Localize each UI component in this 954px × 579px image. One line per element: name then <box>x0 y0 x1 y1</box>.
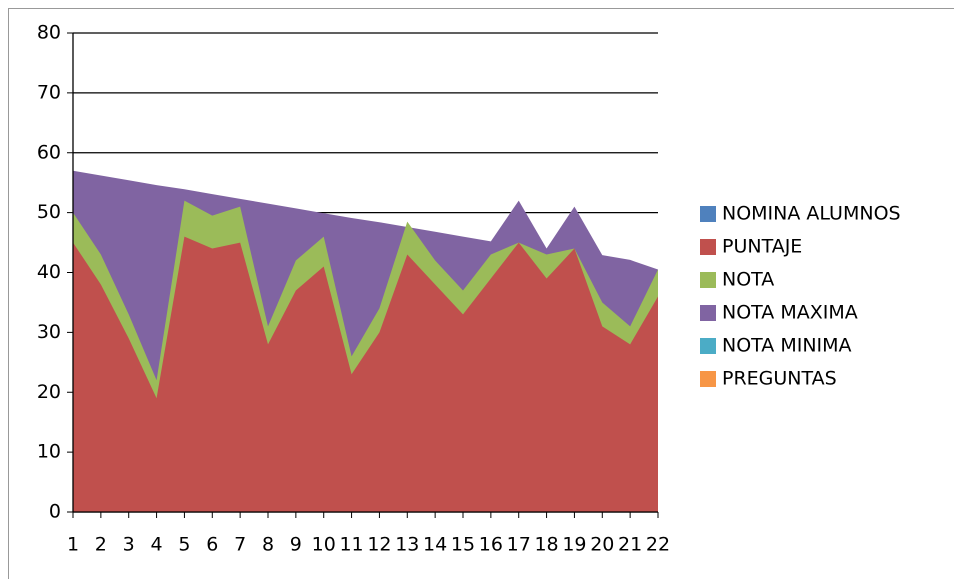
legend-label: NOTA MAXIMA <box>722 302 858 324</box>
x-tick-label: 8 <box>262 534 274 556</box>
x-tick-label: 20 <box>590 534 614 556</box>
x-tick-label: 6 <box>206 534 218 556</box>
y-tick-label: 0 <box>49 501 61 523</box>
legend-label: NOTA <box>722 269 774 291</box>
x-tick-label: 4 <box>151 534 163 556</box>
y-tick-label: 30 <box>37 321 61 343</box>
legend-label: PUNTAJE <box>722 236 802 258</box>
legend-label: NOTA MINIMA <box>722 335 852 357</box>
x-tick-label: 19 <box>562 534 586 556</box>
y-tick-label: 80 <box>37 22 61 44</box>
x-tick-label: 17 <box>507 534 531 556</box>
legend-label: NOMINA ALUMNOS <box>722 203 901 225</box>
y-tick-label: 50 <box>37 201 61 223</box>
legend-swatch <box>700 206 716 222</box>
legend-swatch <box>700 272 716 288</box>
x-tick-label: 1 <box>67 534 79 556</box>
legend-label: PREGUNTAS <box>722 368 837 390</box>
y-tick-label: 60 <box>37 141 61 163</box>
x-tick-label: 13 <box>395 534 419 556</box>
legend-swatch <box>700 239 716 255</box>
x-tick-label: 11 <box>339 534 363 556</box>
x-tick-label: 12 <box>367 534 391 556</box>
x-tick-label: 7 <box>234 534 246 556</box>
y-tick-label: 70 <box>37 81 61 103</box>
x-tick-label: 18 <box>534 534 558 556</box>
x-tick-label: 15 <box>451 534 475 556</box>
y-tick-label: 10 <box>37 441 61 463</box>
x-tick-label: 2 <box>95 534 107 556</box>
x-tick-label: 21 <box>618 534 642 556</box>
x-tick-label: 22 <box>646 534 670 556</box>
y-tick-label: 20 <box>37 381 61 403</box>
x-tick-label: 16 <box>479 534 503 556</box>
legend-swatch <box>700 371 716 387</box>
x-tick-label: 5 <box>178 534 190 556</box>
legend-swatch <box>700 338 716 354</box>
x-tick-label: 10 <box>312 534 336 556</box>
area <box>73 236 658 512</box>
y-tick-label: 40 <box>37 261 61 283</box>
legend-swatch <box>700 305 716 321</box>
x-tick-label: 14 <box>423 534 447 556</box>
x-tick-label: 3 <box>123 534 135 556</box>
x-tick-label: 9 <box>290 534 302 556</box>
